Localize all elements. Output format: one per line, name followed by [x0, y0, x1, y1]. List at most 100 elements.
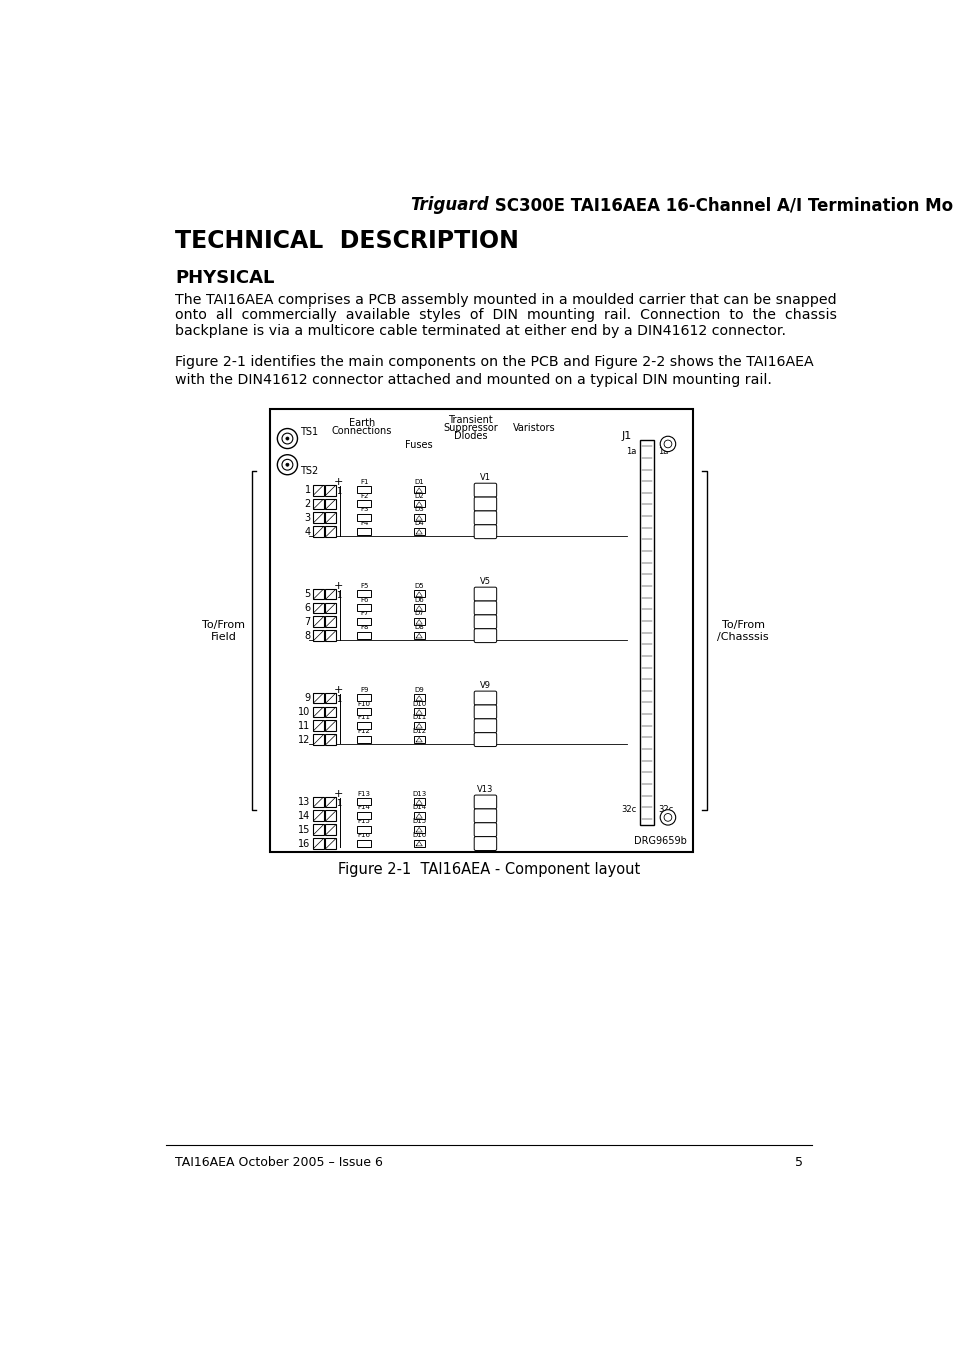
Text: V6: V6 [479, 592, 490, 600]
Text: F3: F3 [359, 507, 368, 512]
Bar [325, 527, 335, 538]
Text: +: + [334, 477, 343, 488]
Bar [356, 798, 371, 805]
Text: 1: 1 [335, 694, 341, 704]
Text: D15: D15 [412, 819, 426, 824]
Text: 11: 11 [298, 721, 311, 731]
Text: onto  all  commercially  available  styles  of  DIN  mounting  rail.  Connection: onto all commercially available styles o… [174, 308, 836, 323]
Text: TS2: TS2 [299, 466, 317, 476]
Text: F13: F13 [357, 790, 371, 797]
Text: +: + [334, 581, 343, 592]
Bar [325, 499, 335, 509]
Text: F9: F9 [359, 686, 368, 693]
Bar [356, 486, 371, 493]
Text: D1: D1 [414, 478, 423, 485]
Text: V3: V3 [479, 501, 490, 511]
Text: D13: D13 [412, 790, 426, 797]
FancyBboxPatch shape [474, 719, 497, 732]
Text: 1a: 1a [625, 447, 636, 457]
FancyBboxPatch shape [474, 692, 497, 705]
Bar [313, 811, 323, 821]
Text: +: + [334, 685, 343, 696]
Text: J1: J1 [621, 431, 631, 440]
Text: 12: 12 [298, 735, 311, 744]
Text: V14: V14 [476, 800, 493, 808]
Bar [414, 590, 424, 597]
Text: D8: D8 [414, 624, 423, 631]
Text: 15: 15 [298, 824, 311, 835]
Bar [313, 512, 323, 523]
Text: The TAI16AEA comprises a PCB assembly mounted in a moulded carrier that can be s: The TAI16AEA comprises a PCB assembly mo… [174, 293, 836, 307]
Text: Diodes: Diodes [453, 431, 487, 440]
Text: V1: V1 [479, 473, 490, 482]
Text: V4: V4 [479, 515, 490, 524]
Circle shape [659, 809, 675, 825]
Text: V9: V9 [479, 681, 490, 690]
Text: V15: V15 [476, 813, 493, 821]
Text: D5: D5 [414, 582, 423, 589]
Text: Figure 2-1  TAI16AEA - Component layout: Figure 2-1 TAI16AEA - Component layout [337, 862, 639, 877]
Bar [325, 734, 335, 744]
FancyBboxPatch shape [474, 836, 497, 851]
Text: D6: D6 [414, 597, 423, 603]
Bar [270, 409, 692, 852]
Text: D7: D7 [414, 611, 423, 616]
Bar [356, 590, 371, 597]
Bar [325, 811, 335, 821]
Text: D9: D9 [414, 686, 423, 693]
Bar [325, 589, 335, 600]
Text: Figure 2-1 identifies the main components on the PCB and Figure 2-2 shows the TA: Figure 2-1 identifies the main component… [174, 354, 813, 369]
Bar [356, 604, 371, 611]
Text: TS1: TS1 [299, 427, 317, 438]
Bar [414, 812, 424, 819]
Text: D2: D2 [414, 493, 423, 499]
Text: 6: 6 [304, 603, 311, 613]
Text: F15: F15 [357, 819, 370, 824]
Bar [325, 824, 335, 835]
Text: 4: 4 [304, 527, 311, 536]
Text: backplane is via a multicore cable terminated at either end by a DIN41612 connec: backplane is via a multicore cable termi… [174, 324, 785, 338]
Bar [414, 840, 424, 847]
Bar [313, 527, 323, 538]
Text: 2: 2 [304, 499, 311, 509]
Text: V2: V2 [479, 488, 490, 496]
Text: D11: D11 [412, 715, 426, 720]
Bar [313, 603, 323, 613]
Text: F10: F10 [357, 701, 371, 707]
FancyBboxPatch shape [474, 705, 497, 719]
Circle shape [277, 455, 297, 474]
FancyBboxPatch shape [474, 732, 497, 747]
Circle shape [659, 436, 675, 451]
Circle shape [282, 434, 293, 444]
FancyBboxPatch shape [474, 511, 497, 524]
Circle shape [663, 813, 671, 821]
Bar [414, 632, 424, 639]
FancyBboxPatch shape [474, 497, 497, 511]
Text: V7: V7 [479, 605, 490, 615]
Bar [356, 812, 371, 819]
Bar [313, 693, 323, 704]
FancyBboxPatch shape [474, 809, 497, 823]
Text: D14: D14 [412, 804, 426, 811]
Text: Varistors: Varistors [512, 423, 555, 432]
Text: V16: V16 [476, 827, 493, 836]
Text: F16: F16 [357, 832, 371, 838]
Text: Transient: Transient [448, 415, 492, 426]
Bar [356, 617, 371, 626]
Text: F11: F11 [357, 715, 371, 720]
Bar [356, 721, 371, 728]
Text: PHYSICAL: PHYSICAL [174, 269, 274, 288]
Bar [313, 797, 323, 808]
FancyBboxPatch shape [474, 524, 497, 539]
Bar [414, 617, 424, 626]
FancyBboxPatch shape [474, 484, 497, 497]
Circle shape [286, 463, 289, 466]
Bar [313, 499, 323, 509]
Circle shape [277, 428, 297, 449]
Text: 1: 1 [335, 488, 341, 496]
Text: TAI16AEA October 2005 – Issue 6: TAI16AEA October 2005 – Issue 6 [174, 1156, 382, 1169]
Text: 32c: 32c [658, 805, 673, 815]
Text: D4: D4 [414, 520, 423, 527]
Bar [356, 500, 371, 507]
FancyBboxPatch shape [474, 628, 497, 643]
